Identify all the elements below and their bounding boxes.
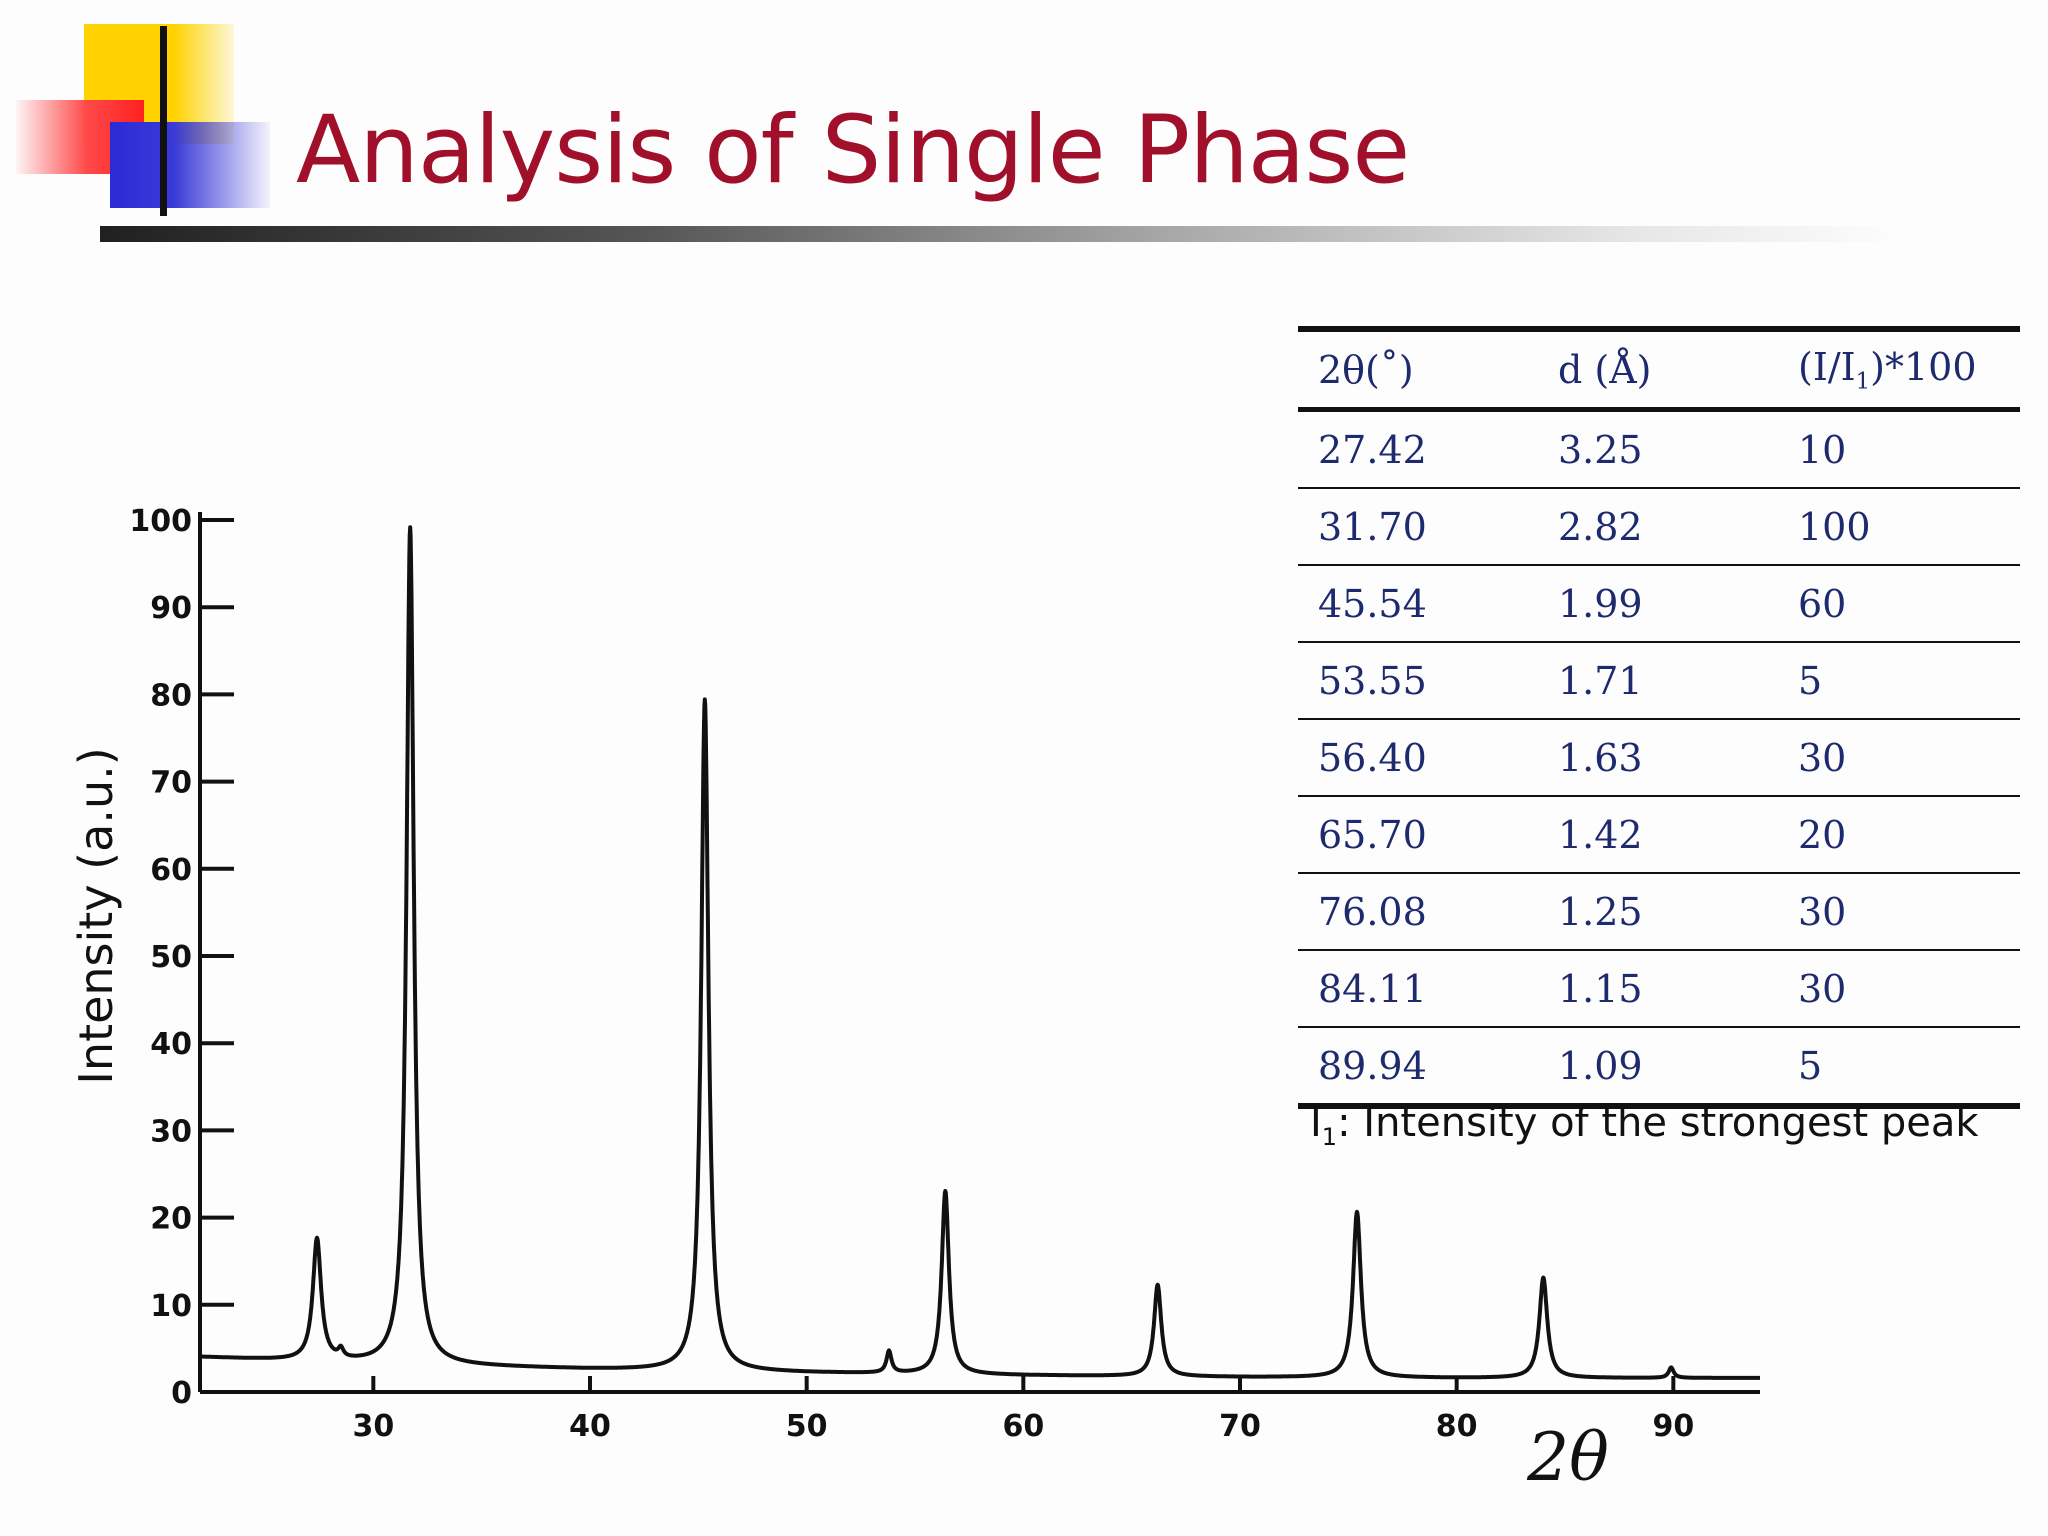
cell-intensity: 30 bbox=[1798, 735, 1847, 780]
table-row: 76.08 1.25 30 bbox=[1298, 873, 2020, 950]
header-d-spacing: d (Å) bbox=[1558, 347, 1652, 392]
x-tick-label: 60 bbox=[1002, 1409, 1044, 1444]
cell-intensity: 30 bbox=[1798, 966, 1847, 1011]
peak-table: 2θ(˚) d (Å) (I/I1)*100 27.42 3.25 10 31.70 2… bbox=[1298, 326, 2020, 1109]
table-row: 45.54 1.99 60 bbox=[1298, 565, 2020, 642]
table-row: 27.42 3.25 10 bbox=[1298, 410, 2020, 488]
x-tick-label: 90 bbox=[1652, 1409, 1694, 1444]
cell-d-spacing: 1.71 bbox=[1558, 658, 1643, 703]
cell-two-theta: 89.94 bbox=[1318, 1043, 1427, 1088]
cell-d-spacing: 1.15 bbox=[1558, 966, 1643, 1011]
logo-blue-square bbox=[110, 122, 270, 208]
header-relative-intensity: (I/I1)*100 bbox=[1798, 344, 1977, 395]
logo-vertical-line bbox=[160, 26, 167, 216]
x-tick-label: 30 bbox=[352, 1409, 394, 1444]
x-tick-label: 80 bbox=[1436, 1409, 1478, 1444]
cell-intensity: 60 bbox=[1798, 581, 1847, 626]
cell-two-theta: 31.70 bbox=[1318, 504, 1427, 549]
table-row: 53.55 1.71 5 bbox=[1298, 642, 2020, 719]
table-row: 89.94 1.09 5 bbox=[1298, 1027, 2020, 1106]
x-tick-label: 50 bbox=[786, 1409, 828, 1444]
y-tick-label: 10 bbox=[150, 1289, 192, 1324]
y-tick-label: 30 bbox=[150, 1114, 192, 1149]
y-tick-label: 100 bbox=[129, 504, 192, 539]
table-header-row: 2θ(˚) d (Å) (I/I1)*100 bbox=[1298, 329, 2020, 410]
cell-d-spacing: 1.25 bbox=[1558, 889, 1643, 934]
header-two-theta: 2θ(˚) bbox=[1318, 347, 1414, 392]
y-tick-label: 80 bbox=[150, 678, 192, 713]
y-tick-label: 70 bbox=[150, 766, 192, 801]
slide-title: Analysis of Single Phase bbox=[296, 96, 1410, 205]
series-line bbox=[198, 525, 1762, 1380]
x-tick-label: 70 bbox=[1219, 1409, 1261, 1444]
cell-two-theta: 65.70 bbox=[1318, 812, 1427, 857]
table-row: 65.70 1.42 20 bbox=[1298, 796, 2020, 873]
cell-intensity: 20 bbox=[1798, 812, 1847, 857]
y-axis-label: Intensity (a.u.) bbox=[69, 747, 123, 1084]
title-underline bbox=[100, 226, 1900, 242]
y-tick-label: 90 bbox=[150, 591, 192, 626]
cell-d-spacing: 1.42 bbox=[1558, 812, 1643, 857]
y-tick-label: 40 bbox=[150, 1027, 192, 1062]
cell-intensity: 5 bbox=[1798, 1043, 1823, 1088]
table-row: 31.70 2.82 100 bbox=[1298, 488, 2020, 565]
y-tick-label: 0 bbox=[171, 1376, 192, 1411]
cell-d-spacing: 2.82 bbox=[1558, 504, 1643, 549]
table-row: 84.11 1.15 30 bbox=[1298, 950, 2020, 1027]
cell-d-spacing: 1.99 bbox=[1558, 581, 1643, 626]
cell-d-spacing: 3.25 bbox=[1558, 427, 1643, 472]
cell-two-theta: 56.40 bbox=[1318, 735, 1427, 780]
cell-two-theta: 27.42 bbox=[1318, 427, 1427, 472]
cell-intensity: 30 bbox=[1798, 889, 1847, 934]
y-tick-label: 60 bbox=[150, 853, 192, 888]
cell-two-theta: 76.08 bbox=[1318, 889, 1427, 934]
table-footnote: I1: Intensity of the strongest peak bbox=[1310, 1100, 1979, 1151]
cell-two-theta: 45.54 bbox=[1318, 581, 1427, 626]
cell-d-spacing: 1.09 bbox=[1558, 1043, 1643, 1088]
cell-two-theta: 53.55 bbox=[1318, 658, 1427, 703]
cell-d-spacing: 1.63 bbox=[1558, 735, 1643, 780]
x-tick-label: 40 bbox=[569, 1409, 611, 1444]
y-tick-label: 20 bbox=[150, 1202, 192, 1237]
cell-intensity: 5 bbox=[1798, 658, 1823, 703]
cell-intensity: 10 bbox=[1798, 427, 1847, 472]
cell-intensity: 100 bbox=[1798, 504, 1871, 549]
cell-two-theta: 84.11 bbox=[1318, 966, 1427, 1011]
x-axis-label: 2θ bbox=[1526, 1419, 1609, 1496]
table-row: 56.40 1.63 30 bbox=[1298, 719, 2020, 796]
y-tick-label: 50 bbox=[150, 940, 192, 975]
